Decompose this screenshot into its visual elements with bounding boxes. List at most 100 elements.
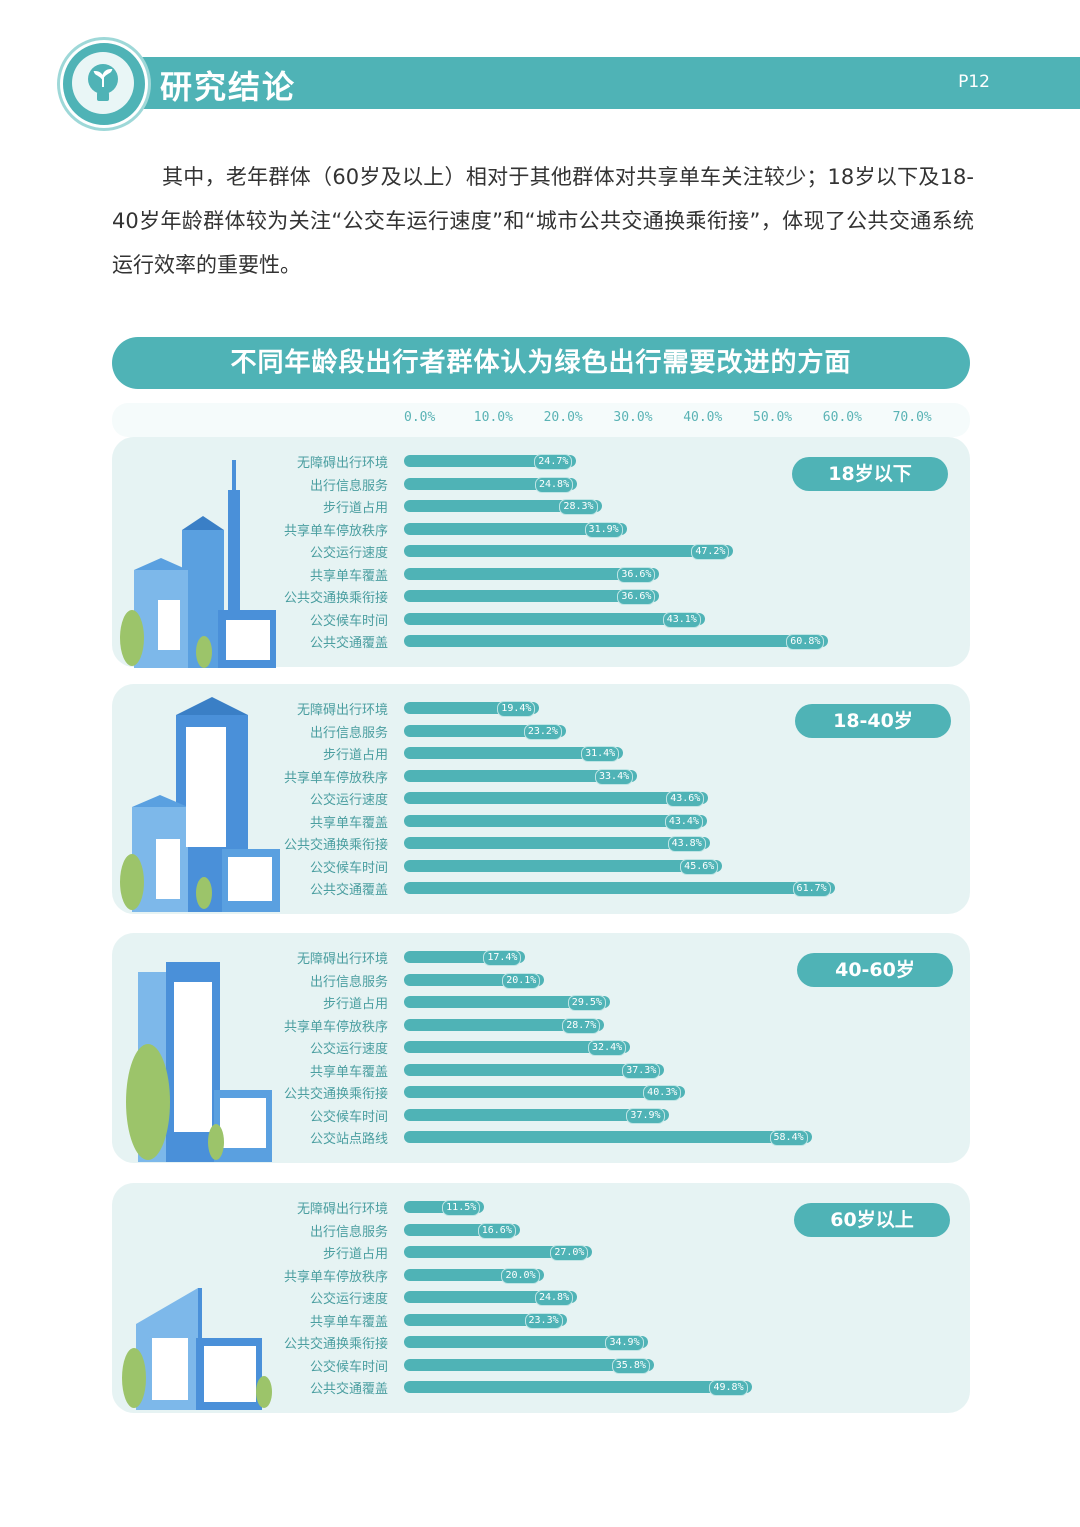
data-label: 47.2% [691, 544, 730, 560]
category-label: 共享单车覆盖 [309, 568, 388, 584]
bar: 61.7% [404, 881, 835, 897]
data-label: 23.3% [524, 1312, 563, 1329]
bar: 40.3% [404, 1085, 686, 1101]
bar: 28.3% [404, 499, 602, 515]
data-label: 35.8% [611, 1357, 650, 1374]
data-label: 43.8% [667, 836, 706, 852]
data-label: 33.4% [595, 768, 634, 785]
category-label: 公交运行速度 [309, 1292, 388, 1307]
category-label: 公交候车时间 [309, 613, 388, 629]
x-tick-label: 10.0% [473, 410, 513, 425]
data-label: 28.7% [562, 1017, 601, 1034]
city-illustration-1 [120, 460, 276, 668]
data-label: 24.8% [534, 476, 574, 493]
category-label: 公交候车时间 [309, 1109, 388, 1125]
category-label: 公共交通覆盖 [309, 636, 388, 651]
bar: 47.2% [404, 544, 734, 560]
chart-title: 不同年龄段出行者群体认为绿色出行需要改进的方面 [112, 337, 970, 389]
data-label: 23.2% [523, 723, 562, 740]
data-label: 60.8% [786, 634, 825, 650]
category-label: 出行信息服务 [309, 478, 388, 494]
data-label: 24.8% [534, 1290, 574, 1306]
bar: 24.7% [404, 454, 577, 470]
bar: 31.9% [404, 521, 627, 538]
data-label: 16.6% [477, 1222, 516, 1239]
category-label: 公共交通覆盖 [309, 1382, 388, 1397]
x-tick-label: 20.0% [543, 410, 583, 425]
data-label: 40.3% [643, 1085, 682, 1101]
bar: 27.0% [404, 1245, 593, 1261]
data-label: 58.4% [769, 1130, 808, 1146]
city-illustration-2 [120, 697, 280, 912]
data-label: 24.7% [534, 454, 573, 470]
bar: 60.8% [404, 634, 829, 650]
data-label: 27.0% [550, 1245, 589, 1261]
data-label: 29.5% [567, 995, 606, 1011]
data-label: 36.6% [617, 589, 656, 605]
data-label: 20.0% [501, 1267, 540, 1284]
intro-paragraph: 其中，老年群体（60岁及以上）相对于其他群体对共享单车关注较少；18岁以下及18… [112, 165, 974, 277]
category-label: 共享单车停放秩序 [283, 1019, 388, 1035]
bar: 45.6% [404, 858, 723, 875]
category-label: 步行道占用 [322, 748, 388, 763]
category-label: 公交运行速度 [309, 793, 388, 808]
x-tick-label: 60.0% [822, 410, 862, 425]
bar: 43.8% [404, 836, 710, 852]
bar: 34.9% [404, 1335, 648, 1351]
category-label: 无障碍出行环境 [296, 952, 388, 967]
x-tick-label: 50.0% [753, 410, 793, 425]
bar: 24.8% [404, 476, 578, 493]
bar: 36.6% [404, 589, 660, 605]
bar: 35.8% [404, 1357, 654, 1374]
data-label: 43.6% [666, 791, 705, 807]
bar: 11.5% [404, 1200, 485, 1216]
bar: 23.3% [404, 1312, 567, 1329]
bar: 36.6% [404, 566, 660, 583]
category-label: 无障碍出行环境 [296, 456, 388, 471]
category-label: 共享单车覆盖 [309, 1064, 388, 1080]
category-label: 公共交通换乘衔接 [283, 1087, 388, 1102]
category-label: 共享单车覆盖 [309, 815, 388, 831]
bar: 37.9% [404, 1107, 669, 1124]
data-label: 17.4% [483, 950, 522, 966]
category-label: 步行道占用 [322, 997, 388, 1012]
category-label: 公共交通换乘衔接 [283, 591, 388, 606]
data-label: 31.9% [584, 521, 623, 538]
category-label: 公交候车时间 [309, 1359, 388, 1375]
x-tick-label: 30.0% [613, 410, 653, 425]
bar: 43.4% [404, 813, 707, 830]
category-label: 公交站点路线 [309, 1132, 388, 1147]
data-label: 37.9% [626, 1107, 665, 1124]
page-number: P12 [958, 72, 990, 92]
category-label: 公交候车时间 [309, 860, 388, 876]
category-label: 公交运行速度 [309, 546, 388, 561]
category-label: 共享单车停放秩序 [283, 1269, 388, 1285]
bar: 23.2% [404, 723, 566, 740]
header-band [95, 57, 1080, 109]
data-label: 32.4% [588, 1040, 627, 1056]
data-label: 49.8% [709, 1380, 748, 1396]
bar: 29.5% [404, 995, 610, 1011]
data-label: 45.6% [680, 858, 719, 875]
age-group-label: 18-40岁 [795, 704, 951, 738]
data-label: 34.9% [605, 1335, 644, 1351]
bar: 31.4% [404, 746, 624, 762]
lightbulb-icon [72, 52, 134, 114]
category-label: 公共交通换乘衔接 [283, 838, 388, 853]
category-label: 无障碍出行环境 [296, 703, 388, 718]
category-label: 共享单车停放秩序 [283, 770, 388, 786]
category-label: 出行信息服务 [309, 1224, 388, 1240]
category-label: 出行信息服务 [309, 974, 388, 990]
category-label: 共享单车停放秩序 [283, 523, 388, 539]
category-label: 无障碍出行环境 [296, 1202, 388, 1217]
page-title: 研究结论 [160, 68, 297, 106]
data-label: 43.1% [662, 611, 701, 628]
data-label: 20.1% [502, 972, 541, 989]
category-label: 步行道占用 [322, 1247, 388, 1262]
bar: 43.6% [404, 791, 709, 807]
bar: 16.6% [404, 1222, 520, 1239]
data-label: 11.5% [442, 1200, 481, 1216]
x-tick-label: 0.0% [404, 410, 436, 425]
bar: 37.3% [404, 1062, 665, 1079]
bar: 19.4% [404, 701, 540, 717]
